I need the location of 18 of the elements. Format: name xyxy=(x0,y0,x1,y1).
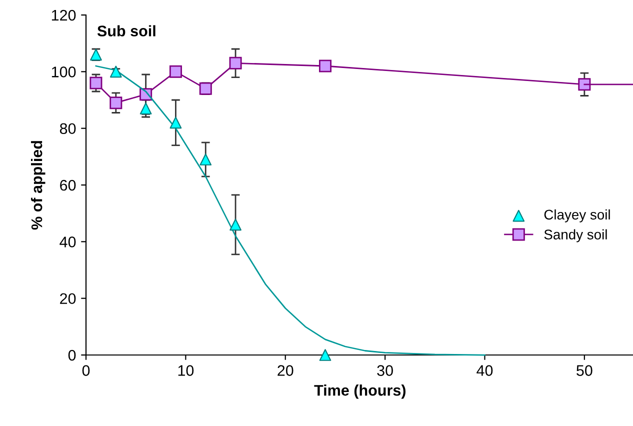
x-tick-label: 30 xyxy=(377,365,393,376)
y-tick-label: 40 xyxy=(60,236,76,248)
y-axis-title: % of applied xyxy=(30,141,46,230)
y-tick-label: 0 xyxy=(68,350,76,361)
x-tick-label: 50 xyxy=(576,365,592,376)
x-tick-label: 40 xyxy=(476,365,493,376)
text: Sub soil xyxy=(97,25,156,36)
x-axis-title: Time (hours) xyxy=(314,384,406,399)
y-tick-label: 120 xyxy=(52,10,76,21)
x-tick-label: 0 xyxy=(82,365,90,376)
legend-label: Sandy soil xyxy=(544,229,607,242)
y-tick-label: 60 xyxy=(60,180,76,191)
legend-label: Clayey soil xyxy=(544,209,610,222)
x-tick-label: 10 xyxy=(178,365,194,376)
x-tick-label: 20 xyxy=(278,365,294,376)
y-tick-label: 20 xyxy=(60,293,76,304)
y-tick-label: 80 xyxy=(60,123,76,134)
y-tick-label: 100 xyxy=(52,66,76,78)
